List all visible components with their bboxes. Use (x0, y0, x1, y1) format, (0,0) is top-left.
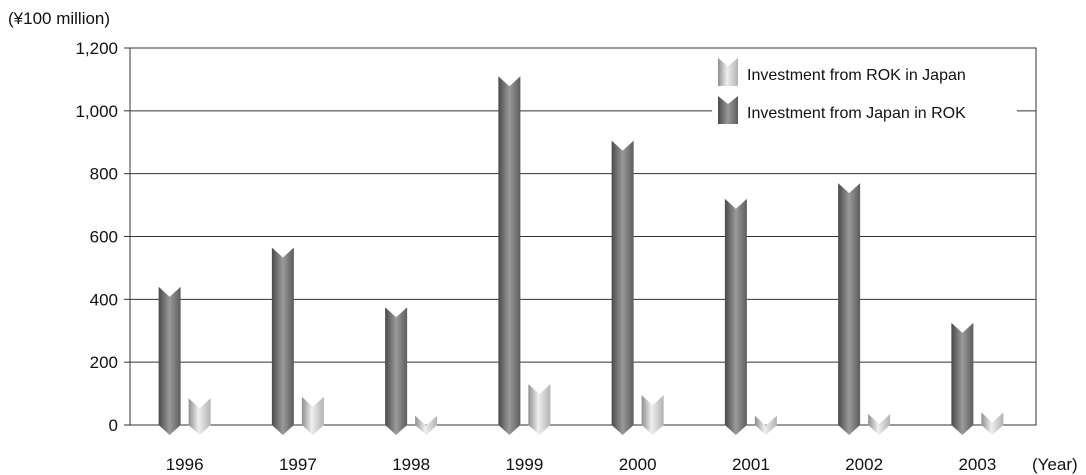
bar-top-facet-japan-in-rok (498, 76, 521, 87)
y-axis-label: (¥100 million) (8, 9, 110, 28)
x-axis-ticks: 1996 1997 1998 1999 2000 2001 2002 2003 (166, 455, 997, 474)
x-tick-label: 1998 (392, 455, 430, 474)
bar-top-facet-rok-in-japan (754, 415, 777, 426)
legend-swatch-rok-in-japan (718, 58, 738, 86)
bar-japan-in-rok (838, 183, 861, 435)
y-tick-label: 1,200 (75, 39, 118, 58)
bar-top-facet-rok-in-japan (528, 384, 551, 395)
bar-japan-in-rok (498, 76, 521, 436)
bar-rok-in-japan (754, 415, 777, 435)
bar-rok-in-japan (981, 412, 1004, 435)
y-tick-label: 0 (109, 416, 118, 435)
x-tick-label: 1996 (166, 455, 204, 474)
legend-item-rok-in-japan: Investment from ROK in Japan (718, 58, 966, 86)
x-tick-label: 2000 (619, 455, 657, 474)
bar-top-facet-japan-in-rok (838, 183, 861, 194)
bar-top-facet-rok-in-japan (301, 396, 324, 407)
bar-rok-in-japan (868, 414, 891, 435)
bar-rok-in-japan (301, 396, 324, 435)
bar-top-facet-rok-in-japan (641, 395, 664, 406)
bar-japan-in-rok (951, 322, 974, 435)
legend: Investment from ROK in Japan Investment … (712, 52, 1017, 132)
bar-japan-in-rok (385, 307, 408, 435)
y-tick-label: 400 (90, 290, 118, 309)
x-tick-label: 2001 (732, 455, 770, 474)
legend-label-rok-in-japan: Investment from ROK in Japan (747, 67, 966, 84)
bar-japan-in-rok (158, 286, 181, 435)
bar-rok-in-japan (188, 398, 211, 435)
x-axis-label: (Year) (1032, 455, 1078, 474)
bar-top-facet-japan-in-rok (158, 286, 181, 297)
bar-top-facet-japan-in-rok (385, 307, 408, 318)
x-tick-label: 1999 (505, 455, 543, 474)
bar-top-facet-rok-in-japan (415, 415, 438, 426)
bar-japan-in-rok (724, 198, 747, 435)
legend-box (712, 52, 1017, 132)
bar-top-facet-japan-in-rok (611, 140, 634, 151)
bar-top-facet-japan-in-rok (271, 247, 294, 258)
bars (158, 76, 1004, 436)
bar-top-facet-rok-in-japan (188, 398, 211, 409)
y-tick-label: 800 (90, 165, 118, 184)
y-axis-ticks: 0 200 400 600 800 1,000 1,200 (75, 39, 130, 435)
y-tick-label: 1,000 (75, 102, 118, 121)
bar-rok-in-japan (528, 384, 551, 435)
x-tick-label: 2003 (958, 455, 996, 474)
y-tick-label: 600 (90, 228, 118, 247)
legend-item-japan-in-rok: Investment from Japan in ROK (718, 96, 966, 124)
bar-top-facet-rok-in-japan (868, 414, 891, 425)
bar-rok-in-japan (641, 395, 664, 435)
x-tick-label: 2002 (845, 455, 883, 474)
bar-top-facet-rok-in-japan (981, 412, 1004, 423)
bar-top-facet-japan-in-rok (724, 198, 747, 209)
y-tick-label: 200 (90, 353, 118, 372)
legend-swatch-japan-in-rok (718, 96, 738, 124)
x-tick-label: 1997 (279, 455, 317, 474)
plot-frame (129, 47, 1037, 426)
bar-japan-in-rok (611, 140, 634, 435)
bar-japan-in-rok (271, 247, 294, 435)
bar-rok-in-japan (415, 415, 438, 435)
legend-label-japan-in-rok: Investment from Japan in ROK (747, 105, 966, 122)
bar-top-facet-japan-in-rok (951, 322, 974, 333)
